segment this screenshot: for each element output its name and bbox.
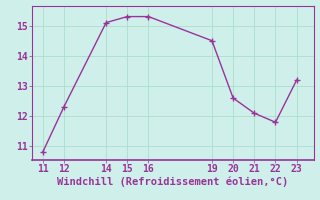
- X-axis label: Windchill (Refroidissement éolien,°C): Windchill (Refroidissement éolien,°C): [57, 177, 288, 187]
